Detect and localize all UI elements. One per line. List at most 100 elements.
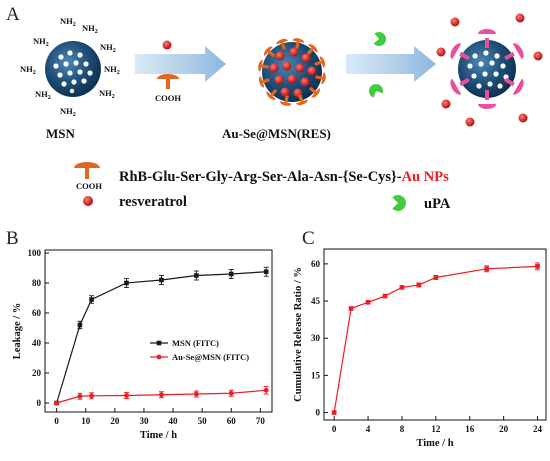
released-core (458, 40, 516, 98)
x-tick-label: 70 (256, 416, 266, 426)
res-ligand (258, 59, 269, 72)
legend-label: MSN (FITC) (172, 338, 219, 348)
x-tick-label: 0 (332, 424, 337, 434)
data-point (89, 393, 94, 399)
released-particle (436, 13, 543, 127)
legend-peptide-icon (74, 162, 100, 179)
msn-label: MSN (46, 126, 76, 141)
x-tick-label: 4 (366, 424, 371, 434)
res-ligand (296, 94, 308, 106)
res-label: Au-Se@MSN(RES) (222, 126, 331, 141)
x-tick-label: 0 (54, 416, 59, 426)
data-point (124, 393, 129, 398)
released-stub (478, 90, 496, 109)
x-tick-label: 30 (139, 416, 149, 426)
y-tick-label: 60 (311, 259, 321, 269)
data-point (263, 269, 269, 275)
x-tick-label: 60 (227, 416, 237, 426)
legend-marker (156, 340, 162, 346)
amine-3: NH2 (33, 36, 49, 48)
data-point (348, 306, 354, 311)
released-pores (467, 50, 509, 89)
data-point (194, 273, 199, 278)
panel-c-chart: C 0 4 8 12 16 20 24 0 15 30 45 60 Time / h Cumulative… (293, 228, 547, 449)
released-stub (450, 43, 470, 61)
res-ligand (276, 38, 288, 50)
legend-upa-text: uPA (424, 196, 451, 212)
resveratrol-reagent-icon (162, 40, 172, 50)
res-ligand (279, 95, 292, 106)
amine-6: NH2 (104, 64, 120, 76)
res-ligand (264, 46, 276, 58)
y-tick-label: 45 (311, 296, 321, 306)
released-stub (504, 43, 524, 61)
panel-letter-c: C (302, 228, 315, 249)
legend-label: Au-Se@MSN (FITC) (172, 352, 249, 362)
res-loaded-drug (269, 47, 317, 98)
res-ligand (266, 88, 278, 100)
released-drug (436, 13, 543, 127)
y-axis-label: Leakage / % (12, 303, 23, 360)
amine-9: NH2 (60, 106, 76, 118)
reagent-cooh-label: COOH (155, 93, 181, 103)
panel-b-chart: B 0 10 20 30 40 50 60 70 0 20 40 60 80 100 Time / h Lea… (6, 228, 273, 441)
msn-particle: NH2 NH2 NH2 NH2 NH2 NH2 NH2 NH2 NH2 (20, 16, 120, 118)
upa-reagent-icon-top (373, 32, 386, 46)
legend-upa-icon (392, 195, 406, 211)
res-ligand (308, 86, 320, 98)
data-point (54, 400, 60, 406)
y-tick-label: 15 (311, 370, 321, 380)
msn-core (45, 41, 101, 97)
x-tick-label: 8 (400, 424, 405, 434)
series-line-0 (333, 265, 538, 413)
x-tick-label: 16 (465, 424, 475, 434)
x-tick-label: 12 (431, 424, 441, 434)
y-tick-label: 0 (316, 408, 321, 418)
panel-letter-b: B (6, 228, 19, 249)
res-ligand (258, 76, 270, 88)
legend-resveratrol-text: resveratrol (119, 194, 187, 210)
data-point (77, 393, 83, 399)
panel-letter-a: A (6, 4, 20, 25)
amine-4: NH2 (100, 42, 116, 54)
arrow-2-icon (346, 46, 436, 82)
x-tick-label: 50 (198, 416, 208, 426)
au-se-msn-res-particle (258, 38, 326, 106)
amine-8: NH2 (99, 88, 115, 100)
data-point (263, 387, 269, 393)
data-point (399, 285, 405, 290)
x-axis-label: Time / h (416, 438, 453, 449)
amine-2: NH2 (82, 23, 98, 35)
legend-peptide-text: RhB-Glu-Ser-Gly-Arg-Ser-Ala-Asn-{Se-Cys}… (119, 169, 449, 185)
released-stub (478, 29, 496, 48)
y-tick-label: 30 (311, 333, 321, 343)
released-stub (450, 77, 470, 95)
data-point (433, 275, 439, 280)
data-point (159, 277, 164, 283)
data-point (124, 280, 129, 286)
data-point (228, 390, 234, 396)
panel-a: A NH2 NH2 NH2 NH2 NH2 NH2 NH2 NH2 NH2 (6, 4, 543, 212)
res-ligand (292, 38, 305, 49)
y-tick-label: 40 (32, 338, 42, 348)
data-point (77, 322, 83, 328)
data-point (193, 391, 199, 397)
res-ligand (314, 56, 326, 68)
data-point (484, 266, 489, 272)
data-point (331, 410, 337, 415)
res-ligand (306, 44, 318, 56)
arrow-1-icon (135, 46, 226, 82)
data-point (228, 271, 234, 277)
y-axis-label: Cumulative Release Ratio / % (293, 267, 304, 402)
amine-groups: NH2 NH2 NH2 NH2 NH2 NH2 NH2 NH2 NH2 (20, 16, 120, 118)
data-point (89, 297, 94, 302)
series-line-0 (56, 271, 267, 404)
data-point (382, 293, 388, 299)
y-tick-label: 100 (28, 248, 42, 258)
y-tick-label: 80 (32, 278, 42, 288)
legend-marker (156, 354, 162, 360)
amine-7: NH2 (35, 89, 51, 101)
x-tick-label: 10 (81, 416, 91, 426)
data-point (159, 392, 164, 398)
